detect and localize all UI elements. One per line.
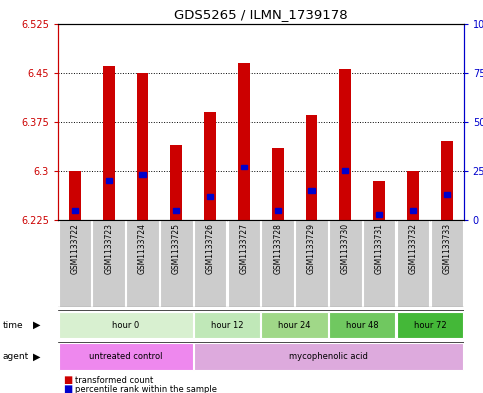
Bar [58, 343, 193, 370]
Text: GSM1133730: GSM1133730 [341, 223, 350, 274]
Bar [397, 220, 429, 307]
Bar [329, 220, 362, 307]
Bar [160, 220, 193, 307]
Text: GSM1133724: GSM1133724 [138, 223, 147, 274]
Title: GDS5265 / ILMN_1739178: GDS5265 / ILMN_1739178 [174, 8, 348, 21]
Bar [103, 66, 114, 220]
Text: GSM1133727: GSM1133727 [240, 223, 248, 274]
Text: GSM1133733: GSM1133733 [442, 223, 451, 274]
Bar [441, 141, 453, 220]
Bar [58, 220, 91, 307]
Bar [69, 171, 81, 220]
Bar [241, 165, 247, 169]
Text: hour 24: hour 24 [278, 321, 311, 330]
Bar [227, 220, 260, 307]
Text: GSM1133726: GSM1133726 [206, 223, 214, 274]
Bar [207, 194, 213, 199]
Bar [106, 178, 112, 183]
Text: transformed count: transformed count [75, 376, 153, 384]
Bar [376, 212, 382, 217]
Bar [58, 312, 193, 338]
Bar [407, 171, 419, 220]
Bar [173, 208, 179, 213]
Bar [342, 169, 348, 173]
Text: agent: agent [2, 352, 28, 361]
Text: percentile rank within the sample: percentile rank within the sample [75, 385, 217, 393]
Bar [194, 220, 227, 307]
Text: ■: ■ [63, 384, 72, 393]
Bar [126, 220, 159, 307]
Bar [137, 73, 148, 220]
Bar [170, 145, 182, 220]
Bar [204, 112, 216, 220]
Bar [272, 148, 284, 220]
Bar [410, 208, 416, 213]
Text: hour 48: hour 48 [346, 321, 379, 330]
Text: GSM1133725: GSM1133725 [172, 223, 181, 274]
Bar [444, 192, 450, 197]
Text: time: time [2, 321, 23, 330]
Bar [340, 70, 351, 220]
Bar [261, 312, 328, 338]
Bar [295, 220, 328, 307]
Bar [194, 312, 260, 338]
Bar [363, 220, 396, 307]
Bar [309, 188, 314, 193]
Text: ▶: ▶ [33, 320, 41, 330]
Bar [430, 220, 463, 307]
Text: GSM1133729: GSM1133729 [307, 223, 316, 274]
Bar [261, 220, 294, 307]
Text: ▶: ▶ [33, 352, 41, 362]
Bar [140, 173, 145, 177]
Bar [306, 115, 317, 220]
Text: GSM1133731: GSM1133731 [375, 223, 384, 274]
Text: ■: ■ [63, 375, 72, 385]
Text: hour 12: hour 12 [211, 321, 243, 330]
Bar [397, 312, 463, 338]
Bar [275, 208, 281, 213]
Bar [238, 63, 250, 220]
Bar [329, 312, 396, 338]
Bar [92, 220, 125, 307]
Bar [72, 208, 78, 213]
Text: hour 0: hour 0 [112, 321, 139, 330]
Text: GSM1133732: GSM1133732 [409, 223, 417, 274]
Text: untreated control: untreated control [89, 352, 162, 361]
Bar [194, 343, 463, 370]
Text: hour 72: hour 72 [413, 321, 446, 330]
Bar [373, 181, 385, 220]
Text: GSM1133728: GSM1133728 [273, 223, 282, 274]
Text: mycophenolic acid: mycophenolic acid [289, 352, 368, 361]
Text: GSM1133722: GSM1133722 [71, 223, 79, 274]
Text: GSM1133723: GSM1133723 [104, 223, 113, 274]
